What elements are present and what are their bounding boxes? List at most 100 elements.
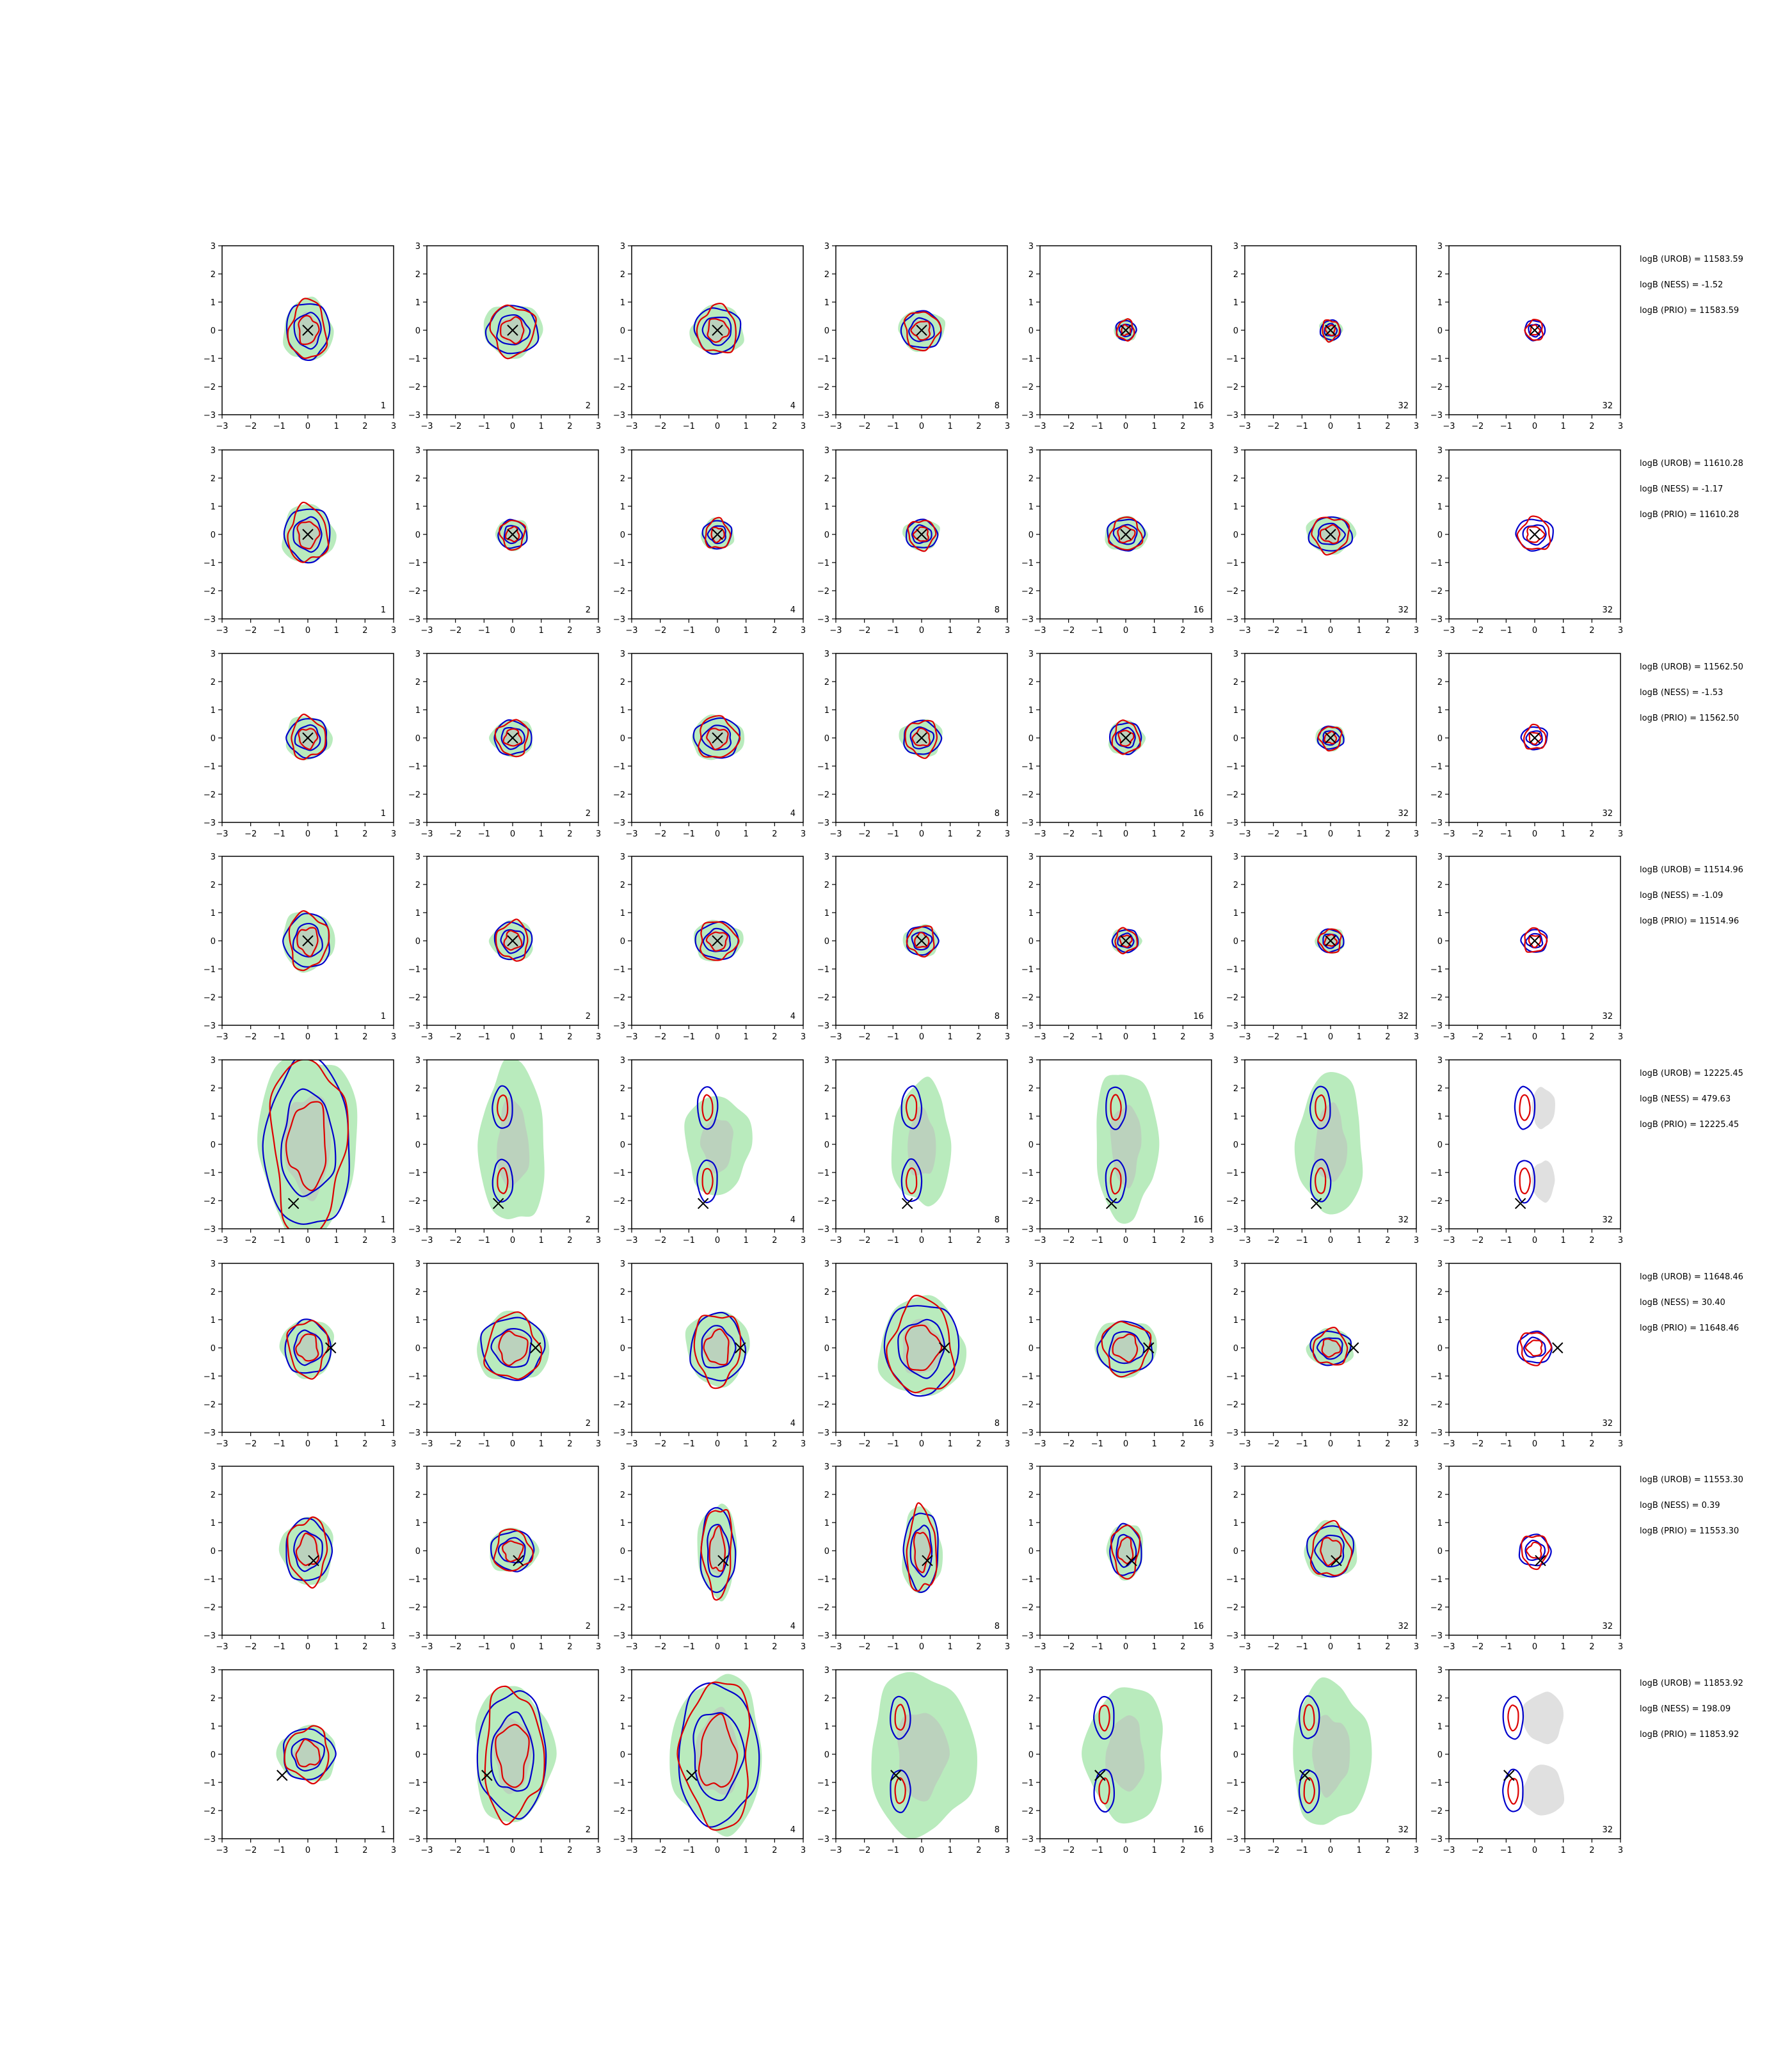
true-value-marker: [287, 1197, 300, 1210]
panel-r1-c1: −3−3 −2 −2 −1 −1 0 0 1 1 2 2 3 3 1: [204, 242, 396, 431]
x-tick-label: 2: [1589, 1642, 1594, 1652]
red-contour: [1507, 1704, 1519, 1732]
red-contour: [904, 1324, 943, 1372]
x-tick-label: 3: [801, 1846, 806, 1855]
y-tick-label: 1: [415, 298, 420, 308]
red-contour: [1116, 318, 1135, 342]
y-tick-label: −3: [408, 1021, 420, 1031]
red-contour: [286, 1320, 330, 1380]
x-tick-label: 0: [715, 1642, 720, 1652]
blue-contour: [476, 1690, 547, 1820]
y-tick-label: 3: [620, 1666, 625, 1676]
panel-r5-c5: −3−3 −2 −2 −1 −1 0 0 1 1 2 2 3 3 16: [1021, 1056, 1214, 1245]
x-tick-label: 1: [948, 1236, 953, 1245]
blue-contour: [1117, 932, 1135, 948]
y-tick-label: −3: [204, 1835, 216, 1844]
x-tick-label: 0: [1123, 1236, 1128, 1245]
y-tick-label: 1: [1028, 909, 1034, 918]
x-tick-label: 1: [1357, 1236, 1362, 1245]
panel-step-label: 32: [1602, 809, 1613, 819]
red-contour: [886, 1295, 956, 1394]
x-tick-label: −3: [625, 1032, 637, 1042]
true-value-marker: [916, 935, 927, 947]
blue-contour: [890, 1769, 911, 1814]
y-tick-label: 3: [620, 1260, 625, 1269]
x-tick-label: −2: [654, 1032, 666, 1042]
red-contour: [894, 1704, 906, 1731]
red-contour: [503, 930, 523, 951]
y-tick-label: 1: [211, 502, 216, 512]
y-tick-label: 0: [211, 531, 216, 540]
x-tick-label: 0: [919, 1642, 924, 1652]
x-tick-label: 0: [919, 1236, 924, 1245]
x-tick-label: 3: [391, 626, 396, 636]
panel-plot-area: [490, 1528, 540, 1572]
red-contour: [706, 728, 729, 751]
x-tick-label: −1: [1296, 829, 1308, 839]
y-tick-label: −3: [613, 1835, 625, 1844]
y-tick-label: 3: [1233, 1056, 1238, 1066]
panel-plot-area: [1304, 1519, 1357, 1578]
density-core-fill: [908, 1107, 936, 1176]
red-contour: [1324, 934, 1338, 947]
y-tick-label: 3: [1437, 1462, 1443, 1472]
y-tick-label: 1: [415, 502, 420, 512]
red-contour: [1110, 1524, 1141, 1580]
y-tick-label: −2: [1021, 993, 1034, 1003]
x-tick-label: 2: [1589, 1032, 1594, 1042]
true-value-marker: [1094, 1770, 1106, 1781]
red-contour: [906, 1502, 938, 1592]
blue-contour: [294, 724, 321, 751]
y-tick-label: 2: [211, 270, 216, 280]
red-contour: [296, 521, 321, 550]
y-tick-label: −1: [1226, 1372, 1238, 1382]
x-tick-label: −1: [1500, 1032, 1512, 1042]
blue-contour: [293, 1329, 323, 1366]
y-tick-label: 3: [1437, 852, 1443, 862]
y-tick-label: 1: [415, 909, 420, 918]
panel-r8-c6: −3−3 −2 −2 −1 −1 0 0 1 1 2 2 3 3 32: [1226, 1666, 1419, 1855]
y-tick-label: 1: [1437, 1316, 1443, 1325]
x-tick-label: −3: [829, 1032, 842, 1042]
panel-step-label: 32: [1602, 1622, 1613, 1631]
x-tick-label: 1: [744, 1846, 749, 1855]
y-tick-label: −2: [817, 1603, 829, 1613]
y-tick-label: 1: [1028, 1722, 1034, 1732]
x-tick-label: 2: [362, 422, 367, 431]
red-contour: [1303, 1704, 1315, 1731]
panel-step-label: 32: [1398, 1622, 1409, 1631]
true-value-marker: [1310, 1197, 1322, 1210]
panel-plot-area: [1524, 319, 1546, 342]
panel-plot-area: [1294, 1072, 1363, 1215]
y-tick-label: 3: [824, 852, 829, 862]
panel-r7-c2: −3−3 −2 −2 −1 −1 0 0 1 1 2 2 3 3 2: [408, 1462, 601, 1652]
panel-plot-area: [899, 719, 943, 759]
panel-plot-area: [1106, 1523, 1144, 1581]
y-tick-label: −3: [1021, 411, 1034, 420]
x-tick-label: −3: [1034, 1032, 1046, 1042]
x-tick-label: −2: [244, 1642, 257, 1652]
red-contour: [498, 1330, 529, 1366]
red-contour: [905, 1094, 918, 1121]
x-tick-label: 2: [567, 1236, 572, 1245]
blue-contour: [1105, 1159, 1127, 1204]
red-contour: [1528, 732, 1542, 745]
y-tick-label: 0: [1233, 531, 1238, 540]
x-tick-label: −3: [625, 1236, 637, 1245]
y-tick-label: −3: [1021, 1835, 1034, 1844]
y-tick-label: 1: [415, 1519, 420, 1528]
x-tick-label: −2: [1471, 829, 1484, 839]
x-tick-label: −1: [1500, 1846, 1512, 1855]
y-tick-label: −3: [1021, 1021, 1034, 1031]
x-tick-label: 2: [772, 1642, 777, 1652]
y-tick-label: 1: [1233, 1722, 1238, 1732]
y-tick-label: 3: [211, 852, 216, 862]
y-tick-label: 2: [1233, 474, 1238, 484]
x-tick-label: 1: [948, 1032, 953, 1042]
logb-annotation: logB (UROB) = 12225.45: [1640, 1069, 1743, 1078]
x-tick-label: −2: [1267, 1846, 1279, 1855]
y-tick-label: 1: [1028, 298, 1034, 308]
true-value-marker: [1143, 1342, 1155, 1354]
y-tick-label: 2: [1233, 881, 1238, 890]
blue-contour: [1092, 1695, 1115, 1740]
